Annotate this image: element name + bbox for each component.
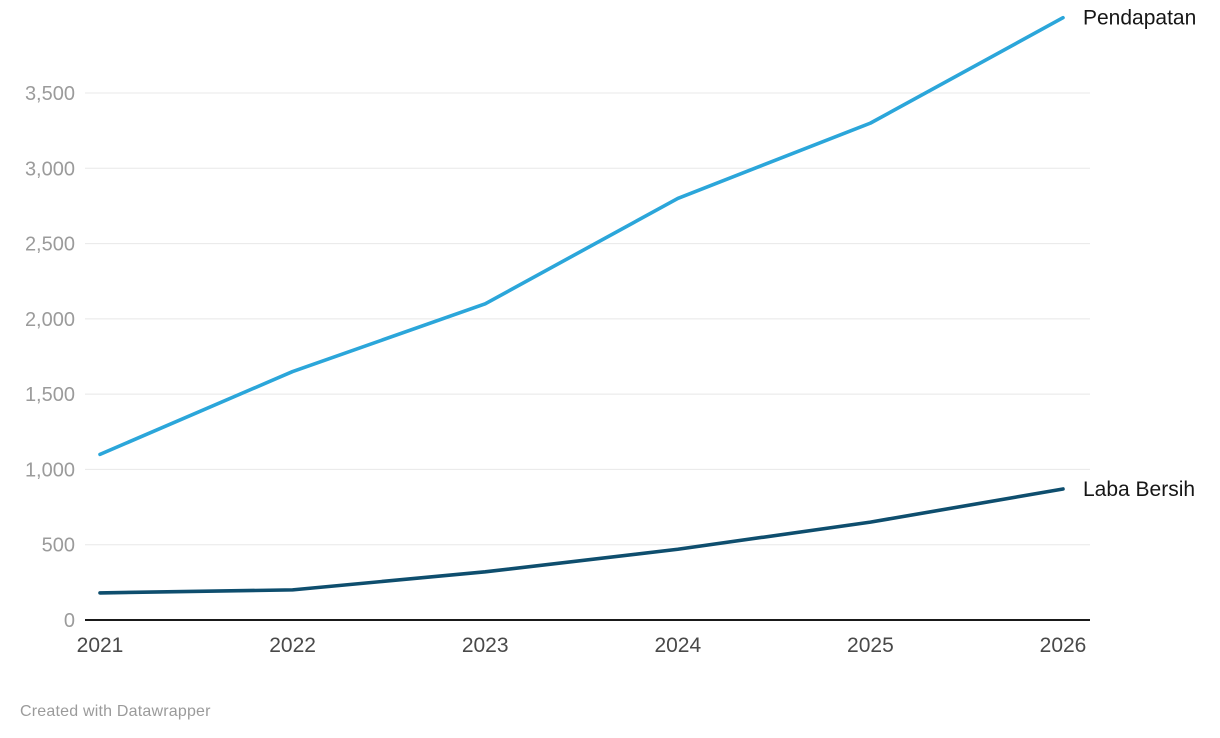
y-tick-label: 3,500: [25, 83, 75, 105]
x-tick-label: 2026: [1040, 634, 1087, 657]
x-tick-label: 2021: [77, 634, 124, 657]
x-tick-label: 2023: [462, 634, 509, 657]
y-tick-label: 2,500: [25, 234, 75, 256]
y-tick-label: 1,500: [25, 384, 75, 406]
y-tick-label: 3,000: [25, 158, 75, 180]
x-tick-label: 2025: [847, 634, 894, 657]
y-tick-label: 1,000: [25, 459, 75, 481]
x-tick-label: 2022: [269, 634, 316, 657]
datawrapper-credit: Created with Datawrapper: [20, 703, 211, 720]
line-chart: 0 500 1,000 1,500 2,000 2,500 3,000 3,500 2021 20…: [25, 7, 1196, 657]
y-tick-label: 500: [42, 535, 75, 557]
y-tick-label: 2,000: [25, 309, 75, 331]
series-label-pendapatan: Pendapatan: [1083, 7, 1196, 30]
series-label-laba-bersih: Laba Bersih: [1083, 478, 1195, 501]
y-tick-label: 0: [64, 610, 75, 632]
series-line-pendapatan: [98, 15, 1065, 457]
x-tick-label: 2024: [654, 634, 701, 657]
series-line-laba-bersih: [98, 487, 1065, 595]
